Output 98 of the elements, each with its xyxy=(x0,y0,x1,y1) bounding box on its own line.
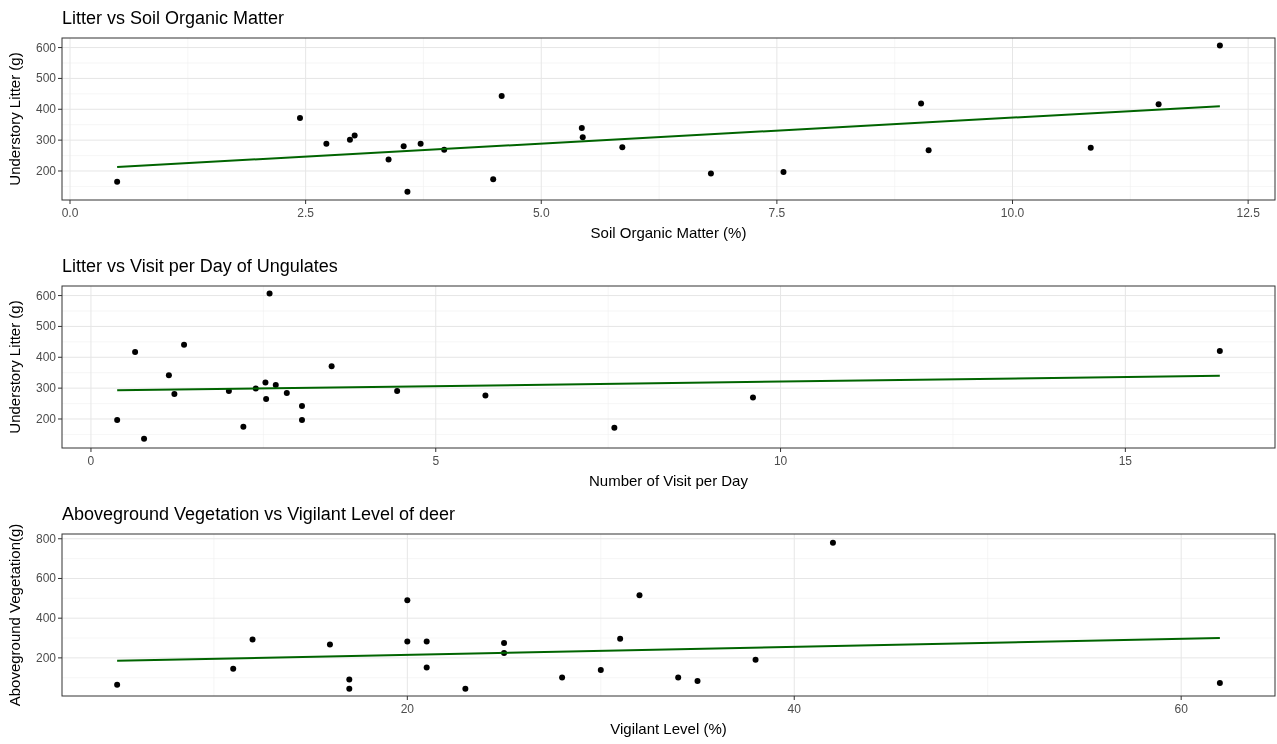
point xyxy=(132,349,139,356)
point xyxy=(181,341,188,348)
y-tick-label: 400 xyxy=(35,611,57,626)
chart-title: Aboveground Vegetation vs Vigilant Level of deer xyxy=(62,504,455,524)
point xyxy=(400,143,407,150)
point xyxy=(171,391,178,397)
point xyxy=(263,395,270,402)
point xyxy=(462,685,469,692)
x-tick-label: 12.5 xyxy=(1236,206,1261,220)
point xyxy=(385,156,392,163)
point xyxy=(423,664,430,671)
point xyxy=(749,394,756,401)
point xyxy=(283,390,290,397)
x-tick-label: 15 xyxy=(1118,454,1133,468)
point xyxy=(296,114,303,121)
point xyxy=(326,641,333,648)
point xyxy=(1216,348,1223,355)
point xyxy=(114,178,121,185)
point xyxy=(165,372,172,379)
point xyxy=(346,136,353,143)
point xyxy=(619,144,626,151)
y-tick-label: 500 xyxy=(35,71,57,86)
point xyxy=(636,592,643,599)
point xyxy=(114,681,121,688)
x-tick-label: 2.5 xyxy=(297,206,315,220)
y-tick-label: 200 xyxy=(35,163,57,178)
point xyxy=(925,147,932,154)
y-tick-label: 500 xyxy=(35,319,57,334)
y-tick-label: 200 xyxy=(35,411,57,426)
chart-title: Litter vs Visit per Day of Ungulates xyxy=(62,256,338,276)
y-tick-label: 400 xyxy=(35,350,57,365)
point xyxy=(780,168,787,175)
point xyxy=(351,132,358,139)
point xyxy=(394,387,401,394)
point xyxy=(230,665,237,672)
x-tick-label: 40 xyxy=(787,702,802,716)
point xyxy=(578,125,585,132)
x-tick-label: 7.5 xyxy=(768,206,786,220)
point xyxy=(617,635,624,642)
point xyxy=(707,170,714,177)
y-tick-label: 800 xyxy=(35,531,57,546)
point xyxy=(266,290,273,297)
y-tick-label: 300 xyxy=(35,133,57,148)
x-axis-title: Number of Visit per Day xyxy=(589,472,749,489)
y-axis-title: Understory Litter (g) xyxy=(6,52,23,186)
point xyxy=(346,676,353,683)
point xyxy=(404,188,411,195)
chart-title: Litter vs Soil Organic Matter xyxy=(62,8,285,28)
y-tick-label: 600 xyxy=(35,40,57,55)
point xyxy=(114,416,121,423)
point xyxy=(1087,144,1094,151)
point xyxy=(1155,101,1162,108)
point xyxy=(298,416,305,423)
x-tick-label: 5.0 xyxy=(532,206,550,220)
point xyxy=(272,382,279,389)
point xyxy=(323,140,330,147)
point xyxy=(918,100,925,107)
point xyxy=(829,539,836,546)
point xyxy=(262,379,269,386)
point xyxy=(328,363,335,370)
y-tick-label: 400 xyxy=(35,102,57,117)
x-tick-label: 10 xyxy=(773,454,788,468)
x-tick-label: 10.0 xyxy=(1000,206,1025,220)
point xyxy=(694,677,701,684)
x-tick-label: 60 xyxy=(1174,702,1189,716)
y-axis-title: Aboveground Vegetation(g) xyxy=(6,523,23,707)
point xyxy=(498,93,505,100)
x-axis-title: Vigilant Level (%) xyxy=(610,720,727,737)
point xyxy=(579,134,586,141)
y-tick-label: 600 xyxy=(35,288,57,303)
point xyxy=(404,597,411,604)
point xyxy=(1216,42,1223,49)
point xyxy=(597,666,604,673)
point xyxy=(404,638,411,645)
x-axis-title: Soil Organic Matter (%) xyxy=(590,224,747,241)
point xyxy=(501,639,508,646)
point xyxy=(482,392,489,399)
point xyxy=(298,403,305,410)
x-tick-label: 0.0 xyxy=(61,206,79,220)
point xyxy=(611,424,618,431)
point xyxy=(559,674,566,681)
y-tick-label: 300 xyxy=(35,381,57,396)
point xyxy=(141,435,148,442)
y-axis-title: Understory Litter (g) xyxy=(6,300,23,434)
y-tick-label: 600 xyxy=(35,571,57,586)
y-tick-label: 200 xyxy=(35,650,57,665)
point xyxy=(1216,680,1223,687)
x-tick-label: 0 xyxy=(87,454,95,468)
point xyxy=(417,140,424,147)
x-tick-label: 20 xyxy=(400,702,415,716)
point xyxy=(490,176,497,183)
point xyxy=(249,636,256,643)
point xyxy=(675,674,682,681)
x-tick-label: 5 xyxy=(432,454,440,468)
point xyxy=(752,656,759,663)
point xyxy=(423,638,430,645)
point xyxy=(346,685,353,692)
point xyxy=(240,423,247,430)
